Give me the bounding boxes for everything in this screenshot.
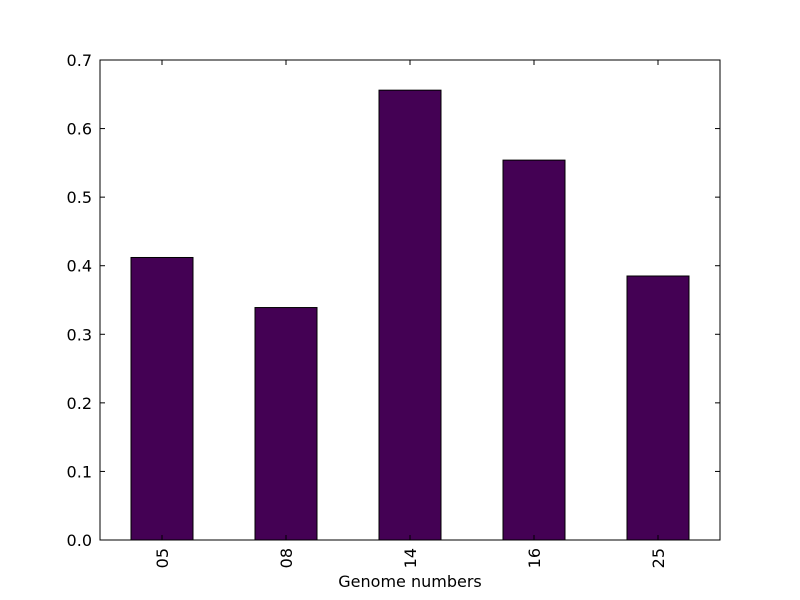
x-axis-label: Genome numbers (338, 572, 481, 591)
y-tick-label-0.2: 0.2 (67, 394, 92, 413)
y-tick-label-0.7: 0.7 (67, 51, 92, 70)
x-tick-label-05: 05 (153, 548, 172, 568)
bar-05 (130, 256, 194, 541)
y-tick-label-0.0: 0.0 (67, 531, 92, 550)
x-tick-label-25: 25 (649, 548, 668, 568)
y-tick-label-0.5: 0.5 (67, 188, 92, 207)
x-tick-label-08: 08 (277, 548, 296, 568)
y-tick-label-0.6: 0.6 (67, 120, 92, 139)
y-tick-label-0.3: 0.3 (67, 325, 92, 344)
bar-16 (502, 159, 566, 541)
y-tick-label-0.4: 0.4 (67, 257, 92, 276)
bar-25 (626, 275, 690, 541)
y-tick-label-0.1: 0.1 (67, 462, 92, 481)
bar-08 (254, 307, 318, 541)
bar-14 (378, 89, 442, 541)
x-tick-label-16: 16 (525, 548, 544, 568)
x-axis-ticks: 05 08 14 16 25 (153, 60, 668, 568)
plot-frame (99, 59, 721, 541)
bars-group (130, 89, 690, 541)
x-tick-label-14: 14 (401, 548, 420, 568)
y-axis-ticks: 0.0 0.1 0.2 0.3 0.4 0.5 0.6 0.7 (67, 51, 720, 550)
